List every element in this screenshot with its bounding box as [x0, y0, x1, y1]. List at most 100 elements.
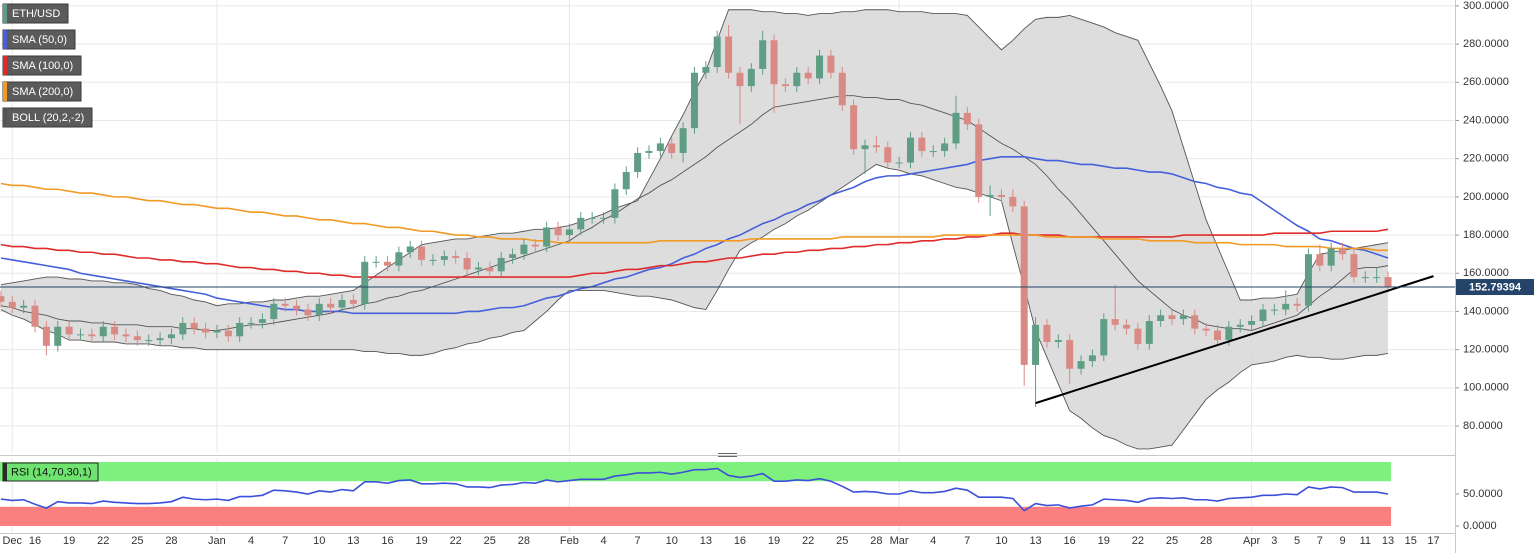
candle-body: [679, 128, 687, 153]
rsi-legend[interactable]: RSI (14,70,30,1): [2, 462, 99, 482]
legend-item[interactable]: SMA (50,0): [2, 29, 76, 50]
candle-body: [406, 246, 414, 253]
candle-body: [1304, 254, 1312, 306]
legend-item[interactable]: SMA (200,0): [2, 81, 82, 102]
candle-body: [895, 162, 903, 164]
x-tick-label: 28: [870, 535, 882, 547]
x-tick-label: 19: [415, 535, 427, 547]
bollinger-middle: [0, 95, 1389, 332]
candle-body: [736, 72, 744, 87]
candle-body: [884, 147, 892, 163]
candle-body: [463, 257, 471, 270]
candle-body: [804, 72, 812, 79]
candle-body: [1327, 248, 1335, 266]
candle-body: [1009, 196, 1017, 207]
candle-body: [1066, 340, 1074, 369]
candle-body: [872, 145, 880, 148]
candle-body: [1043, 324, 1051, 343]
last-price-label: 152.79394: [1469, 281, 1522, 293]
candle-body: [145, 340, 153, 342]
candle-body: [167, 334, 175, 339]
x-tick-label: 13: [1029, 535, 1041, 547]
x-tick-label: 11: [1360, 535, 1371, 547]
x-tick-label: 13: [1382, 535, 1394, 547]
legend-label: SMA (200,0): [12, 86, 73, 98]
y-tick-label: 240.0000: [1463, 114, 1509, 126]
candle-body: [770, 40, 778, 85]
candle-body: [293, 305, 301, 310]
candle-body: [99, 326, 107, 337]
candle-body: [236, 322, 244, 337]
x-tick-label: 16: [1064, 535, 1076, 547]
candle-body: [781, 84, 789, 87]
candle-body: [918, 137, 926, 152]
y-tick-label: 140.0000: [1463, 305, 1509, 317]
x-tick-label: 4: [248, 535, 254, 547]
x-tick-label: 10: [995, 535, 1007, 547]
candle-body: [179, 322, 187, 335]
candle-body: [1134, 328, 1142, 344]
line-series: [0, 467, 1389, 512]
candle-body: [838, 72, 846, 106]
x-tick-label: 7: [635, 535, 641, 547]
candle-body: [1259, 309, 1267, 322]
legend-item[interactable]: BOLL (20,2,-2): [2, 107, 93, 128]
candle-body: [963, 112, 971, 125]
x-tick-label: 17: [1427, 535, 1439, 547]
candle-body: [1145, 321, 1153, 344]
legend-swatch: [3, 108, 7, 127]
y-tick-label: 180.0000: [1463, 229, 1509, 241]
candle-body: [31, 305, 39, 327]
candle-body: [418, 246, 426, 260]
candle-body: [509, 254, 517, 258]
candle-body: [565, 229, 573, 236]
candle-body: [1054, 340, 1062, 343]
candle-body: [690, 72, 698, 129]
candle-body: [861, 145, 869, 150]
x-tick-label: 4: [600, 535, 606, 547]
x-tick-label: 22: [1132, 535, 1144, 547]
candle-body: [725, 36, 733, 73]
x-tick-label: 13: [700, 535, 712, 547]
candle-body: [1088, 355, 1096, 362]
main-layer: [0, 9, 1455, 450]
candle-body: [1236, 324, 1244, 327]
candle-body: [213, 330, 221, 333]
x-tick-label: Dec: [2, 535, 22, 547]
x-tick-label: 7: [282, 535, 288, 547]
candle-body: [600, 217, 608, 219]
x-tick-label: 25: [1166, 535, 1178, 547]
candle-body: [338, 299, 346, 308]
candle-body: [1191, 315, 1199, 329]
line-series: [0, 228, 1389, 278]
y-tick-label: 50.0000: [1463, 488, 1503, 500]
candle-body: [1225, 326, 1233, 341]
bollinger-lower: [0, 163, 1389, 450]
candle-body: [816, 55, 824, 79]
rsi-layer: [0, 462, 1392, 526]
legend-label: SMA (50,0): [12, 34, 67, 46]
legend-item[interactable]: SMA (100,0): [2, 55, 82, 76]
candle-body: [258, 319, 266, 323]
candle-body: [554, 227, 562, 236]
x-tick-label: 7: [964, 535, 970, 547]
candle-body: [65, 326, 73, 335]
candle-body: [156, 338, 164, 341]
candle-body: [111, 326, 119, 335]
legend-swatch: [3, 463, 7, 481]
trendline: [1035, 275, 1434, 405]
candle-body: [997, 194, 1005, 197]
candle-body: [668, 143, 676, 153]
candle-body: [907, 137, 914, 163]
y-tick-label: 80.0000: [1463, 420, 1503, 432]
legend-item[interactable]: ETH/USD: [2, 3, 69, 24]
panel-resize-handle[interactable]: [718, 453, 737, 457]
candle-body: [1339, 248, 1347, 255]
candle-body: [42, 326, 50, 346]
candle-body: [395, 252, 403, 266]
candle-body: [224, 330, 232, 337]
x-tick-label: Apr: [1243, 535, 1260, 547]
candle-body: [929, 151, 937, 153]
x-tick-label: 9: [1339, 535, 1345, 547]
